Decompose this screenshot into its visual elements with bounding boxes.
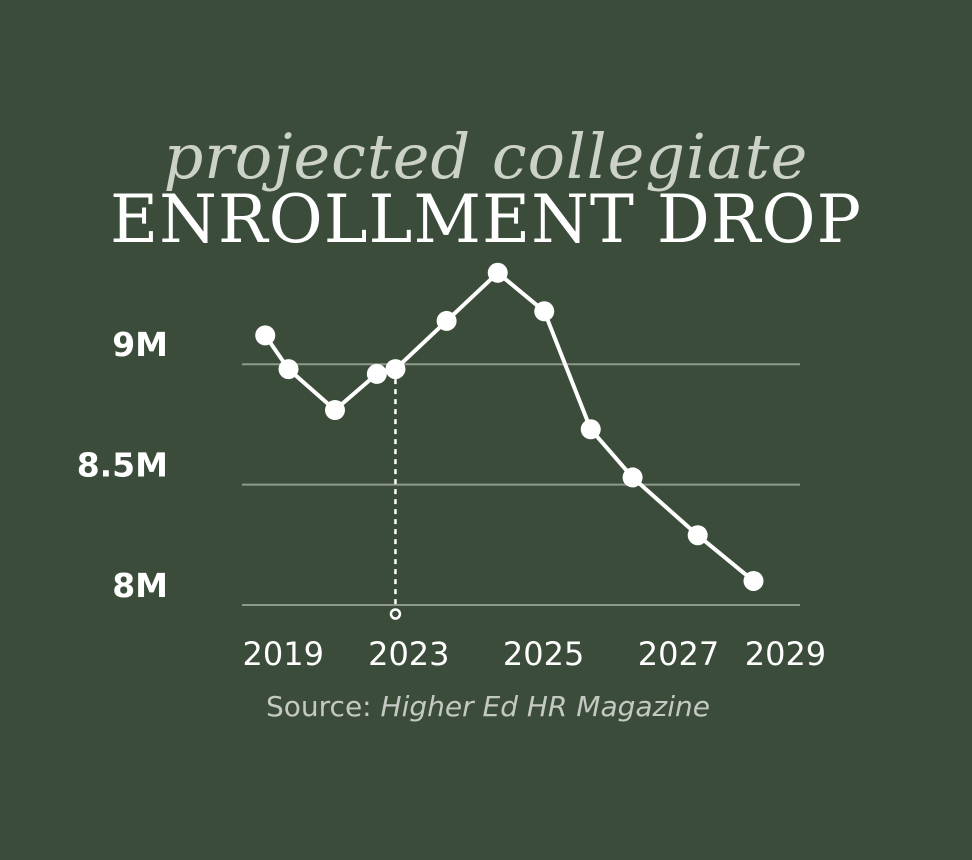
y-axis-ticks: 9M 8.5M 8M <box>77 325 168 605</box>
source-note: Source: Higher Ed HR Magazine <box>266 690 710 723</box>
data-point <box>325 400 345 421</box>
data-point <box>743 570 764 591</box>
chart-title-script: projected collegiate <box>164 120 809 193</box>
data-point <box>366 363 387 384</box>
x-tick-label: 2019 <box>243 635 324 673</box>
data-point <box>534 301 555 322</box>
x-axis-ticks: 2019 2023 2025 2027 2029 <box>243 635 827 673</box>
series-layer <box>255 262 764 591</box>
source-prefix: Source: <box>266 690 381 723</box>
grid-lines <box>242 363 800 606</box>
data-point <box>487 262 508 283</box>
x-tick-label: 2023 <box>368 635 449 673</box>
data-point <box>278 359 299 380</box>
series-line <box>263 270 755 583</box>
y-tick-label: 8M <box>112 566 168 605</box>
data-point <box>687 525 708 546</box>
highlight-anchor-dot <box>389 608 402 620</box>
data-point <box>622 467 643 488</box>
data-point <box>385 359 406 380</box>
y-tick-label: 8.5M <box>77 446 168 485</box>
data-point <box>436 310 457 331</box>
source-name: Higher Ed HR Magazine <box>381 690 710 723</box>
data-point <box>580 419 601 440</box>
x-tick-label: 2027 <box>638 635 719 673</box>
x-tick-label: 2025 <box>503 635 584 673</box>
x-tick-label: 2029 <box>745 635 826 673</box>
chart-title-main: ENROLLMENT DROP <box>110 181 862 258</box>
data-point <box>255 325 276 346</box>
y-tick-label: 9M <box>112 325 168 364</box>
highlight-marker <box>389 369 402 620</box>
